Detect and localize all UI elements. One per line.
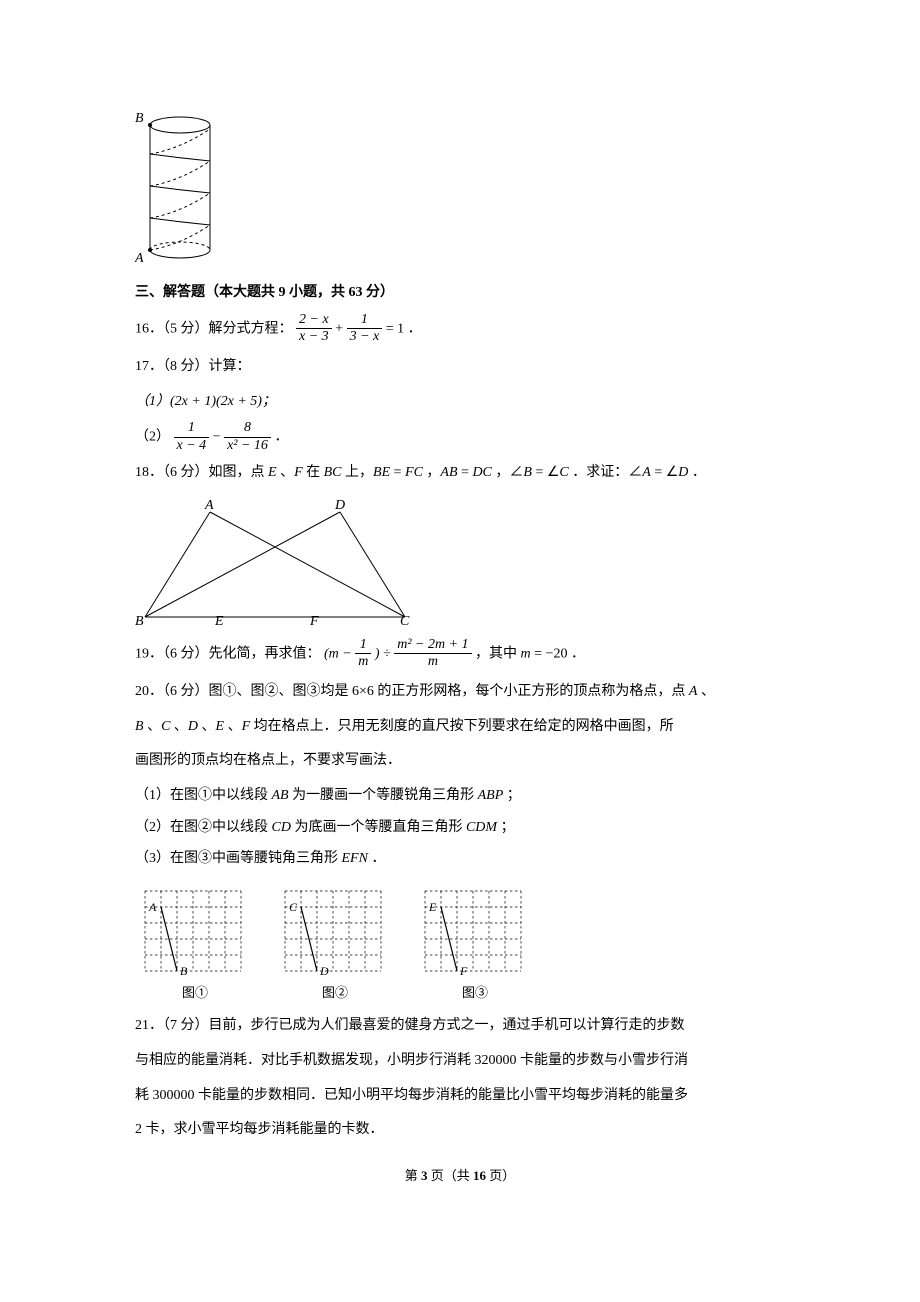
problem-20-sub2: （2）在图②中以线段 CD 为底画一个等腰直角三角形 CDM ； (135, 815, 785, 842)
p19-suffix: ，其中 m = −20 ． (475, 646, 585, 661)
svg-text:D: D (334, 498, 345, 513)
grid-fig-1: A B 图① (135, 881, 255, 1006)
p17-sub2-prefix: （2） (135, 430, 170, 445)
p19-prefix: 19．（6 分）先化简，再求值： (135, 646, 321, 661)
svg-text:B: B (135, 111, 144, 126)
problem-19: 19．（6 分）先化简，再求值： (m − 1 m ) ÷ m² − 2m + … (135, 637, 785, 672)
problem-20-line3: 画图形的顶点均在格点上，不要求写画法． (135, 748, 785, 775)
problem-18-text: 18．（6 分）如图，点 E 、F 在 BC 上，BE = FC ，AB = D… (135, 460, 785, 487)
cylinder-figure: B A (135, 110, 785, 265)
svg-text:E: E (428, 900, 437, 914)
p19-rparen: ) ÷ (375, 646, 394, 661)
p17-sub2-minus: − (213, 430, 224, 445)
p16-frac1: 2 − x x − 3 (296, 312, 332, 347)
problem-17-header: 17．（8 分）计算： (135, 354, 785, 381)
svg-text:F: F (459, 964, 468, 978)
p16-prefix: 16．（5 分）解分式方程： (135, 321, 293, 336)
svg-text:A: A (148, 900, 157, 914)
grid2-svg: C D (275, 881, 395, 981)
p17-sub2-frac2: 8 x² − 16 (224, 420, 271, 455)
problem-21-line3: 耗 300000 卡能量的步数相同．已知小明平均每步消耗的能量比小雪平均每步消耗… (135, 1083, 785, 1110)
svg-text:A: A (204, 498, 214, 513)
page-footer: 第 3 页（共 16 页） (135, 1164, 785, 1189)
p19-frac2: m² − 2m + 1 m (394, 637, 471, 672)
cylinder-svg: B A (135, 110, 225, 265)
triangle-figure: A D B C E F (135, 497, 785, 627)
problem-20-line1: 20．（6 分）图①、图②、图③均是 6×6 的正方形网格，每个小正方形的顶点称… (135, 679, 785, 706)
problem-21-line4: 2 卡，求小雪平均每步消耗能量的卡数． (135, 1117, 785, 1144)
svg-text:E: E (214, 614, 224, 627)
p19-lparen: (m − (324, 646, 355, 661)
svg-text:C: C (400, 614, 410, 627)
svg-text:B: B (135, 614, 144, 627)
svg-text:C: C (289, 900, 298, 914)
p16-suffix: = 1 ． (386, 321, 422, 336)
grid1-label: 图① (135, 981, 255, 1006)
grid2-label: 图② (275, 981, 395, 1006)
svg-text:B: B (180, 964, 188, 978)
problem-20-sub3: （3）在图③中画等腰钝角三角形 EFN ． (135, 846, 785, 873)
problem-17-sub2: （2） 1 x − 4 − 8 x² − 16 ． (135, 420, 785, 455)
svg-text:D: D (319, 964, 329, 978)
svg-text:A: A (135, 251, 144, 265)
grid-fig-3: E F 图③ (415, 881, 535, 1006)
grid-fig-2: C D 图② (275, 881, 395, 1006)
problem-20-sub1: （1）在图①中以线段 AB 为一腰画一个等腰锐角三角形 ABP ； (135, 783, 785, 810)
section-3-title: 三、解答题（本大题共 9 小题，共 63 分） (135, 280, 785, 307)
p16-frac2: 1 3 − x (347, 312, 383, 347)
p17-sub2-frac1: 1 x − 4 (174, 420, 210, 455)
p17-sub2-suffix: ． (274, 430, 288, 445)
p19-frac1: 1 m (355, 637, 371, 672)
grid1-svg: A B (135, 881, 255, 981)
grid3-svg: E F (415, 881, 535, 981)
svg-text:F: F (309, 614, 319, 627)
problem-17-sub1: （1）(2x + 1)(2x + 5)； (135, 389, 785, 416)
problem-21-line1: 21．（7 分）目前，步行已成为人们最喜爱的健身方式之一，通过手机可以计算行走的… (135, 1013, 785, 1040)
problem-16: 16．（5 分）解分式方程： 2 − x x − 3 + 1 3 − x = 1… (135, 312, 785, 347)
triangle-svg: A D B C E F (135, 497, 415, 627)
problem-20-line2: B 、C 、D 、E 、F 均在格点上．只用无刻度的直尺按下列要求在给定的网格中… (135, 714, 785, 741)
problem-21-line2: 与相应的能量消耗．对比手机数据发现，小明步行消耗 320000 卡能量的步数与小… (135, 1048, 785, 1075)
p16-plus: + (335, 321, 346, 336)
grid3-label: 图③ (415, 981, 535, 1006)
grid-figures-row: A B 图① C D 图② E F 图③ (135, 881, 785, 1006)
